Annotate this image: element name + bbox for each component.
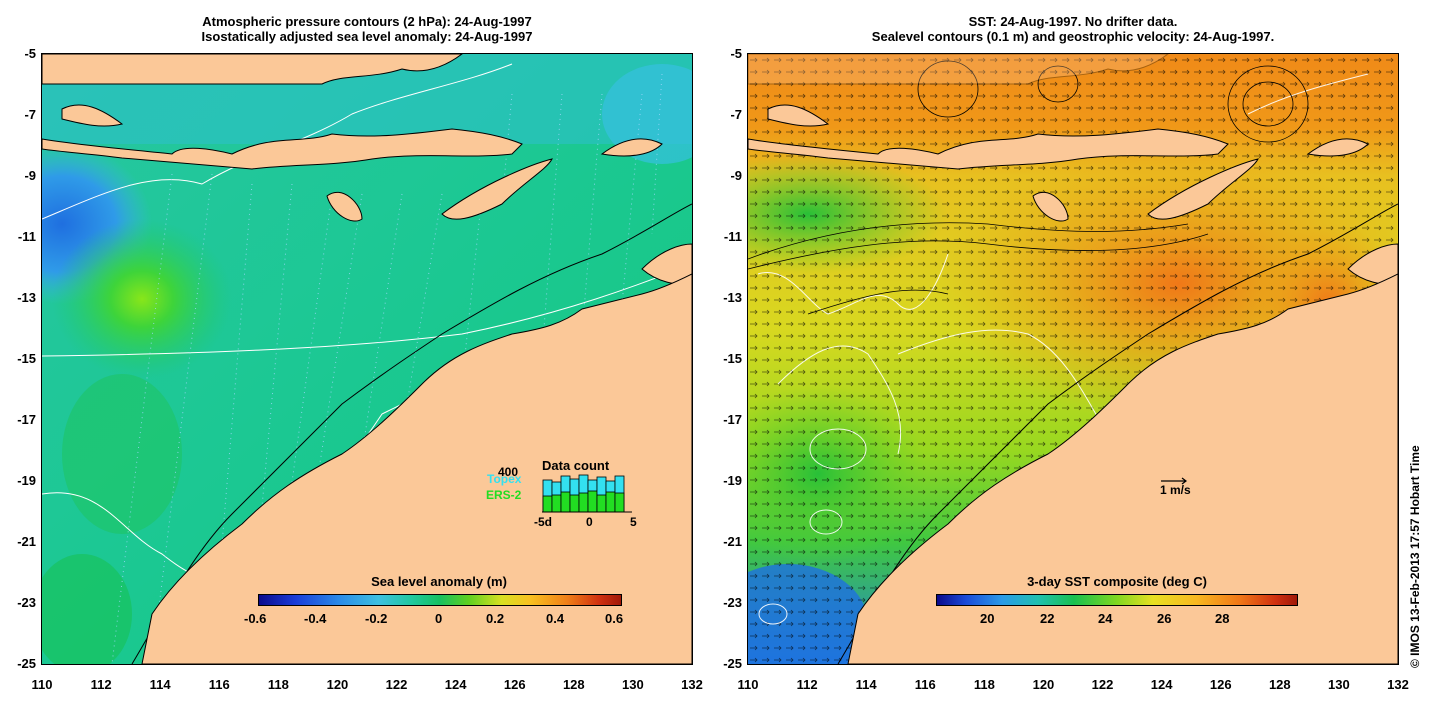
left-lat-tick: -7 [24,107,36,122]
right-eddies [748,60,1309,315]
velocity-scale-arrow [1161,477,1187,485]
right-colorbar-tick-24: 24 [1098,611,1113,626]
left-shelf-contour [131,203,692,664]
right-lat-tick: -23 [723,595,742,610]
inset-xtick-end: 5 [630,515,637,529]
right-lon-tick: 132 [1387,677,1409,692]
right-colorbar-tick-22: 22 [1040,611,1055,626]
right-lon-tick: 126 [1209,677,1232,692]
left-lat-tick: -9 [24,168,36,183]
right-sealevel-contours [757,73,1369,625]
inset-xtick-start: -5d [534,515,552,529]
left-colorbar-tick-0: 0 [435,611,443,626]
left-lat-tick: -25 [17,656,36,671]
right-title: SST: 24-Aug-1997. No drifter data. Seale… [748,14,1398,44]
left-colorbar-tick-02: 0.2 [486,611,505,626]
right-lon-tick: 118 [973,677,995,692]
right-lon-tick: 112 [796,677,818,692]
right-lon-tick: 122 [1091,677,1114,692]
right-lat-tick: -11 [723,229,742,244]
right-land [748,54,1398,664]
left-lat-tick: -5 [24,46,36,61]
velocity-scale-label: 1 m/s [1160,483,1191,497]
inset-max-label: 400 [498,465,519,479]
right-title-line1: SST: 24-Aug-1997. No drifter data. [968,14,1178,29]
right-lat-tick: -13 [723,290,742,305]
left-lon-tick: 112 [90,677,112,692]
left-lon-tick: 122 [385,677,408,692]
right-title-line2: Sealevel contours (0.1 m) and geostrophi… [871,29,1275,44]
right-lat-tick: -17 [723,412,742,427]
right-colorbar-tick-26: 26 [1157,611,1172,626]
right-colorbar-tick-28: 28 [1215,611,1230,626]
inset-topex-label: Topex [487,472,522,486]
left-map [42,54,692,664]
right-lon-tick: 110 [737,677,759,692]
left-lon-tick: 110 [31,677,53,692]
right-map-frame [747,53,1399,665]
inset-xtick-mid: 0 [586,515,593,529]
inset-bars [542,474,632,513]
right-lat-tick: -5 [730,46,742,61]
left-title: Atmospheric pressure contours (2 hPa): 2… [42,14,692,44]
right-lon-tick: 128 [1268,677,1291,692]
left-lon-tick: 130 [622,677,644,692]
left-lat-tick: -11 [17,229,36,244]
right-shelf-contour [837,203,1398,664]
right-lon-tick: 124 [1150,677,1173,692]
data-count-inset: 400 Data count Topex ERS-2 -5d 0 5 [480,457,640,529]
left-lon-tick: 118 [267,677,289,692]
left-lon-tick: 132 [681,677,703,692]
left-land [42,54,692,664]
credit-text: © IMOS 13-Feb-2013 17:57 Hobart Time [1408,445,1422,668]
inset-ers-label: ERS-2 [486,488,522,502]
left-lon-tick: 124 [444,677,467,692]
left-colorbar-tick-06: 0.6 [605,611,624,626]
right-lat-tick: -19 [723,473,742,488]
right-lat-tick: -7 [730,107,742,122]
left-title-line1: Atmospheric pressure contours (2 hPa): 2… [202,14,532,29]
right-lat-tick: -21 [723,534,742,549]
right-lon-tick: 116 [914,677,936,692]
left-colorbar-label: Sea level anomaly (m) [371,574,507,589]
left-colorbar-tick-m04: -0.4 [304,611,327,626]
left-colorbar-tick-m02: -0.2 [365,611,388,626]
left-colorbar-tick-04: 0.4 [546,611,565,626]
left-colorbar [258,594,622,606]
right-colorbar [936,594,1298,606]
left-colorbar-tick-m06: -0.6 [244,611,267,626]
right-lon-tick: 114 [855,677,877,692]
right-colorbar-tick-20: 20 [980,611,995,626]
left-lat-tick: -17 [17,412,36,427]
left-lon-tick: 126 [503,677,526,692]
right-lon-tick: 130 [1328,677,1350,692]
left-lon-tick: 128 [562,677,585,692]
right-colorbar-label: 3-day SST composite (deg C) [1027,574,1207,589]
left-lat-tick: -19 [17,473,36,488]
right-map [748,54,1398,664]
left-lon-tick: 116 [208,677,230,692]
left-lat-tick: -13 [17,290,36,305]
left-lat-tick: -21 [17,534,36,549]
inset-title: Data count [542,458,610,473]
left-lon-tick: 120 [326,677,349,692]
right-lon-tick: 120 [1032,677,1055,692]
right-lat-tick: -25 [723,656,742,671]
right-lat-tick: -9 [730,168,742,183]
left-lat-tick: -15 [17,351,36,366]
left-map-frame [41,53,693,665]
left-lat-tick: -23 [17,595,36,610]
right-lat-tick: -15 [723,351,742,366]
left-title-line2: Isostatically adjusted sea level anomaly… [201,29,533,44]
left-lon-tick: 114 [149,677,171,692]
